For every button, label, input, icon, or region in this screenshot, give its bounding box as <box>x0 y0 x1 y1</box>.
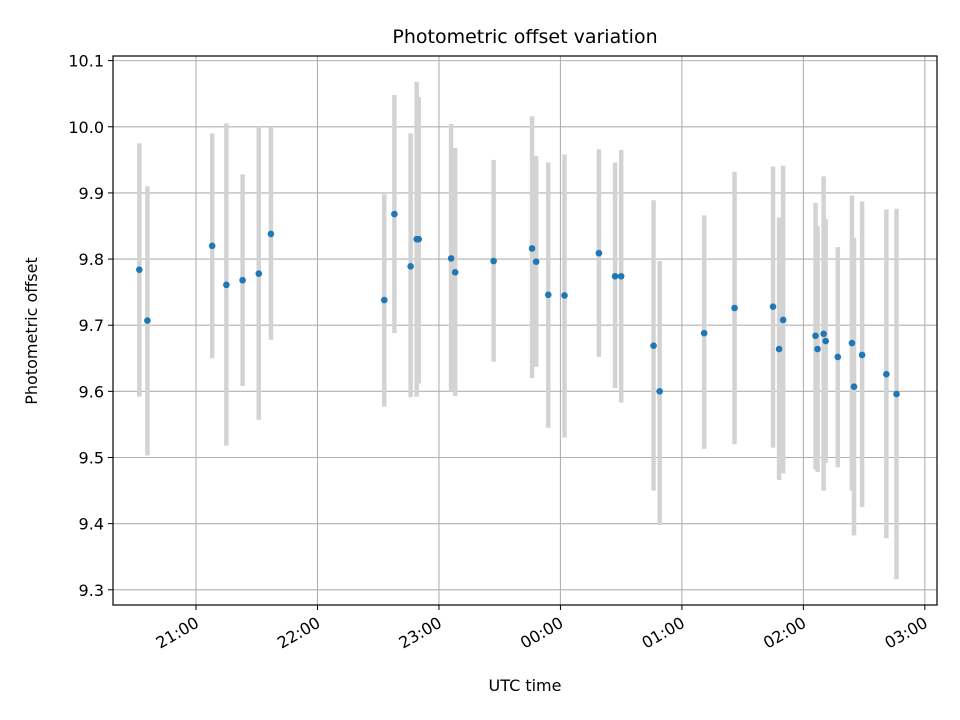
data-point <box>893 390 900 398</box>
data-point <box>617 272 625 280</box>
y-axis-label: Photometric offset <box>22 257 41 405</box>
data-point <box>267 230 275 238</box>
data-point <box>391 210 398 218</box>
data-point <box>447 255 455 262</box>
data-point <box>528 245 536 252</box>
data-point <box>407 263 414 270</box>
chart-title: Photometric offset variation <box>392 26 657 48</box>
data-point <box>769 303 777 310</box>
data-point <box>544 291 552 299</box>
data-point <box>255 270 263 277</box>
y-tick-label: 9.3 <box>79 581 104 600</box>
y-ticks: 9.3 9.4 9.5 9.6 9.7 9.8 9.9 10.0 10.1 <box>68 52 113 600</box>
data-point <box>822 337 829 345</box>
data-point <box>650 342 657 350</box>
grid <box>113 56 937 605</box>
y-tick-label: 10.1 <box>68 52 104 71</box>
data-points <box>136 210 900 398</box>
data-point <box>834 353 842 361</box>
y-tick-label: 9.4 <box>79 515 104 534</box>
data-point <box>380 296 388 304</box>
plot-frame <box>112 55 938 606</box>
data-point <box>223 281 230 289</box>
data-point <box>850 383 858 391</box>
data-point <box>415 235 423 243</box>
y-tick-label: 9.5 <box>79 448 104 467</box>
data-point <box>451 268 459 276</box>
data-point <box>775 345 783 353</box>
data-point <box>820 330 827 338</box>
data-point <box>779 316 787 324</box>
data-point <box>858 351 866 359</box>
y-tick-label: 10.0 <box>68 118 104 137</box>
data-point <box>490 257 497 265</box>
x-axis-label: UTC time <box>489 676 562 695</box>
data-point <box>814 345 821 353</box>
data-point <box>561 292 568 299</box>
data-point <box>595 249 603 257</box>
y-tick-label: 9.9 <box>79 184 104 203</box>
y-tick-label: 9.6 <box>79 382 104 401</box>
data-point <box>136 266 143 273</box>
y-tick-label: 9.7 <box>79 316 104 335</box>
data-point <box>883 370 890 378</box>
data-point <box>611 272 619 280</box>
data-point <box>812 332 819 340</box>
data-point <box>239 276 246 284</box>
data-point <box>848 339 856 347</box>
data-point <box>532 258 540 266</box>
data-point <box>656 388 663 395</box>
data-point <box>208 242 216 250</box>
data-point <box>700 329 708 337</box>
y-tick-label: 9.8 <box>79 250 104 269</box>
data-point <box>731 304 738 312</box>
data-point <box>144 317 151 324</box>
